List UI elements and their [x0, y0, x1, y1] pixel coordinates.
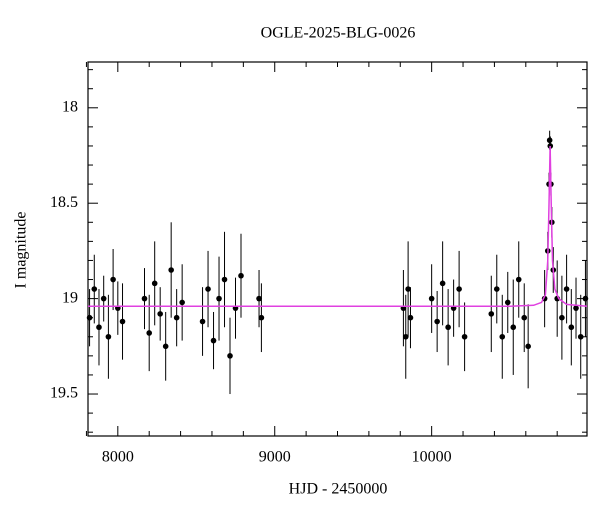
data-point	[96, 324, 102, 331]
data-point	[573, 305, 579, 311]
data-point	[179, 299, 185, 306]
data-point	[151, 280, 158, 287]
y-axis-label: I magnitude	[13, 212, 30, 289]
data-point	[110, 276, 116, 283]
data-point	[521, 314, 528, 321]
x-tick-label: 9000	[259, 449, 291, 466]
data-point	[582, 295, 589, 302]
data-point	[162, 343, 169, 350]
data-point	[402, 333, 409, 340]
data-point	[216, 295, 222, 302]
data-point	[168, 267, 174, 273]
data-point	[157, 311, 163, 317]
data-point	[577, 333, 584, 340]
data-point	[559, 314, 565, 321]
data-point	[86, 314, 93, 321]
data-point	[119, 318, 126, 325]
data-point	[105, 333, 112, 340]
data-point	[563, 286, 570, 292]
data-point	[568, 324, 575, 331]
data-point	[258, 314, 265, 321]
data-point	[428, 295, 435, 302]
data-point	[456, 286, 462, 292]
data-point	[525, 343, 531, 350]
data-point	[199, 318, 206, 325]
y-tick-label: 19.5	[50, 385, 78, 402]
data-point	[221, 276, 228, 283]
data-point	[439, 280, 446, 287]
x-tick-label: 8000	[102, 449, 134, 466]
x-axis-label: HJD - 2450000	[289, 481, 388, 498]
data-point	[488, 311, 495, 317]
data-point	[546, 137, 553, 144]
data-point	[461, 333, 468, 340]
plot-frame	[87, 61, 588, 437]
data-point	[210, 337, 217, 344]
chart-title: OGLE-2025-BLG-0026	[261, 25, 416, 42]
data-point	[493, 286, 500, 292]
data-point	[405, 286, 411, 292]
y-tick-label: 18	[62, 98, 78, 115]
model-line	[88, 145, 588, 307]
data-point	[515, 276, 522, 283]
data-point	[205, 286, 211, 292]
data-point	[91, 286, 98, 292]
y-tick-label: 19	[62, 289, 78, 306]
data-point	[141, 295, 148, 302]
data-point	[407, 314, 414, 321]
x-tick-label: 10000	[412, 449, 452, 466]
data-point	[146, 330, 152, 336]
data-point	[499, 333, 506, 340]
data-point	[434, 318, 440, 325]
y-tick-label: 18.5	[50, 194, 78, 211]
data-point	[256, 295, 262, 302]
data-point	[227, 353, 233, 359]
data-point	[504, 299, 511, 306]
data-point	[510, 324, 517, 331]
data-point	[445, 324, 451, 331]
data-point	[238, 272, 244, 279]
data-point	[100, 295, 107, 302]
data-point	[173, 314, 180, 321]
